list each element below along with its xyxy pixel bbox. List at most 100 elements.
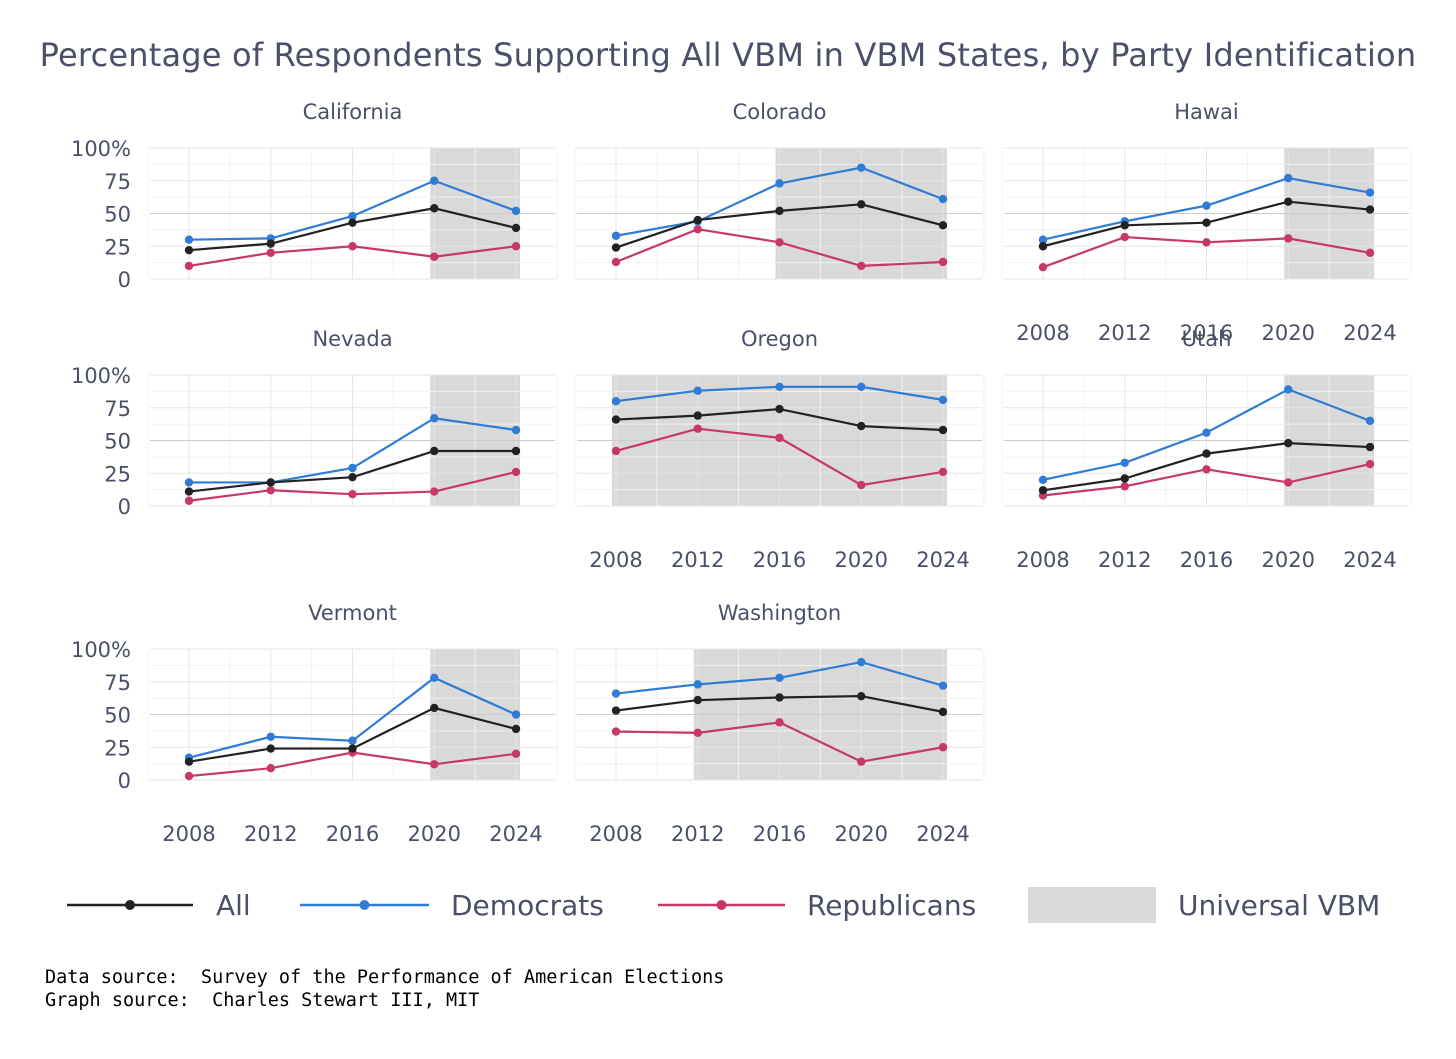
panel-title-hawai: Hawai <box>1174 100 1239 124</box>
point-democrats-colorado <box>938 194 948 204</box>
point-all-washington <box>857 691 866 701</box>
point-republicans-california <box>184 261 194 271</box>
point-all-nevada <box>430 446 439 456</box>
legend-label-all: All <box>216 889 251 922</box>
point-democrats-nevada <box>430 414 439 423</box>
x-tick-label-hawai: 2012 <box>1098 321 1151 345</box>
point-democrats-washington <box>857 657 866 667</box>
panel-title-california: California <box>303 100 403 124</box>
point-republicans-washington <box>611 727 621 736</box>
point-republicans-oregon <box>611 446 621 456</box>
x-tick-label-washington: 2012 <box>671 822 724 846</box>
point-all-nevada <box>266 478 275 487</box>
point-republicans-oregon <box>938 467 948 477</box>
y-tick-label-california: 50 <box>104 203 131 227</box>
x-tick-label-vermont: 2008 <box>162 822 215 846</box>
point-republicans-hawai <box>1284 234 1293 243</box>
y-tick-label-california: 25 <box>104 235 131 259</box>
point-democrats-vermont <box>266 732 275 741</box>
point-all-colorado <box>693 215 702 225</box>
point-republicans-colorado <box>857 261 866 271</box>
point-republicans-nevada <box>430 487 439 496</box>
point-all-utah <box>1284 438 1293 448</box>
x-tick-label-vermont: 2012 <box>244 822 297 846</box>
point-democrats-colorado <box>857 163 866 172</box>
x-tick-label-utah: 2024 <box>1343 548 1396 572</box>
point-republicans-colorado <box>693 225 702 234</box>
panel-title-utah: Utah <box>1182 327 1232 351</box>
point-democrats-utah <box>1120 458 1129 467</box>
point-democrats-hawai <box>1365 188 1375 197</box>
x-tick-label-washington: 2020 <box>835 822 888 846</box>
point-democrats-washington <box>693 680 702 689</box>
point-all-oregon <box>611 415 621 424</box>
point-all-vermont <box>511 724 521 734</box>
point-republicans-nevada <box>348 490 357 499</box>
point-republicans-nevada <box>266 486 275 495</box>
point-all-nevada <box>511 446 521 456</box>
point-all-hawai <box>1365 205 1375 214</box>
point-republicans-vermont <box>511 749 521 758</box>
point-republicans-utah <box>1284 478 1293 487</box>
point-republicans-hawai <box>1202 238 1211 247</box>
point-democrats-oregon <box>857 382 866 391</box>
point-republicans-vermont <box>266 764 275 773</box>
point-republicans-utah <box>1202 465 1211 474</box>
point-all-california <box>430 204 439 213</box>
point-all-utah <box>1365 442 1375 452</box>
point-all-california <box>511 223 521 233</box>
point-republicans-california <box>348 242 357 251</box>
y-tick-label-nevada: 75 <box>104 397 131 421</box>
point-democrats-hawai <box>1202 201 1211 210</box>
x-tick-label-utah: 2012 <box>1098 548 1151 572</box>
point-republicans-california <box>266 248 275 257</box>
point-republicans-oregon <box>857 480 866 490</box>
point-democrats-washington <box>611 689 621 698</box>
point-democrats-oregon <box>938 395 948 405</box>
point-democrats-oregon <box>693 386 702 395</box>
x-tick-label-utah: 2016 <box>1180 548 1233 572</box>
point-all-utah <box>1038 486 1048 495</box>
x-tick-label-oregon: 2024 <box>916 548 969 572</box>
y-tick-label-vermont: 25 <box>104 736 131 760</box>
point-democrats-vermont <box>430 673 439 683</box>
point-all-california <box>184 245 194 255</box>
x-tick-label-oregon: 2012 <box>671 548 724 572</box>
point-republicans-washington <box>857 757 866 766</box>
point-democrats-hawai <box>1038 235 1048 244</box>
point-all-utah <box>1120 474 1129 483</box>
point-democrats-hawai <box>1284 173 1293 183</box>
point-all-california <box>266 239 275 248</box>
point-democrats-colorado <box>611 231 621 240</box>
y-tick-label-nevada: 0 <box>118 495 131 519</box>
point-republicans-california <box>511 242 521 251</box>
y-tick-label-vermont: 0 <box>118 769 131 793</box>
x-tick-label-washington: 2024 <box>916 822 969 846</box>
point-republicans-hawai <box>1120 232 1129 242</box>
y-tick-label-california: 75 <box>104 170 131 194</box>
point-all-oregon <box>775 404 784 414</box>
point-democrats-california <box>511 206 521 216</box>
point-democrats-washington <box>775 673 784 683</box>
y-tick-label-nevada: 25 <box>104 462 131 486</box>
y-tick-label-california: 100% <box>71 137 131 161</box>
point-republicans-washington <box>693 728 702 738</box>
point-republicans-vermont <box>184 771 194 781</box>
x-tick-label-vermont: 2024 <box>489 822 542 846</box>
point-republicans-colorado <box>611 257 621 267</box>
panel-title-oregon: Oregon <box>741 327 818 351</box>
point-all-california <box>348 218 357 227</box>
y-tick-label-vermont: 100% <box>71 638 131 662</box>
x-tick-label-hawai: 2008 <box>1016 321 1069 345</box>
point-all-oregon <box>693 411 702 420</box>
point-democrats-california <box>184 235 194 244</box>
point-all-oregon <box>938 425 948 435</box>
x-tick-label-utah: 2008 <box>1016 548 1069 572</box>
point-democrats-utah <box>1284 385 1293 394</box>
point-democrats-vermont <box>511 710 521 719</box>
legend-label-universal-vbm: Universal VBM <box>1178 889 1380 922</box>
point-all-vermont <box>266 744 275 753</box>
y-tick-label-nevada: 50 <box>104 430 131 454</box>
x-tick-label-hawai: 2024 <box>1343 321 1396 345</box>
point-democrats-utah <box>1365 416 1375 426</box>
